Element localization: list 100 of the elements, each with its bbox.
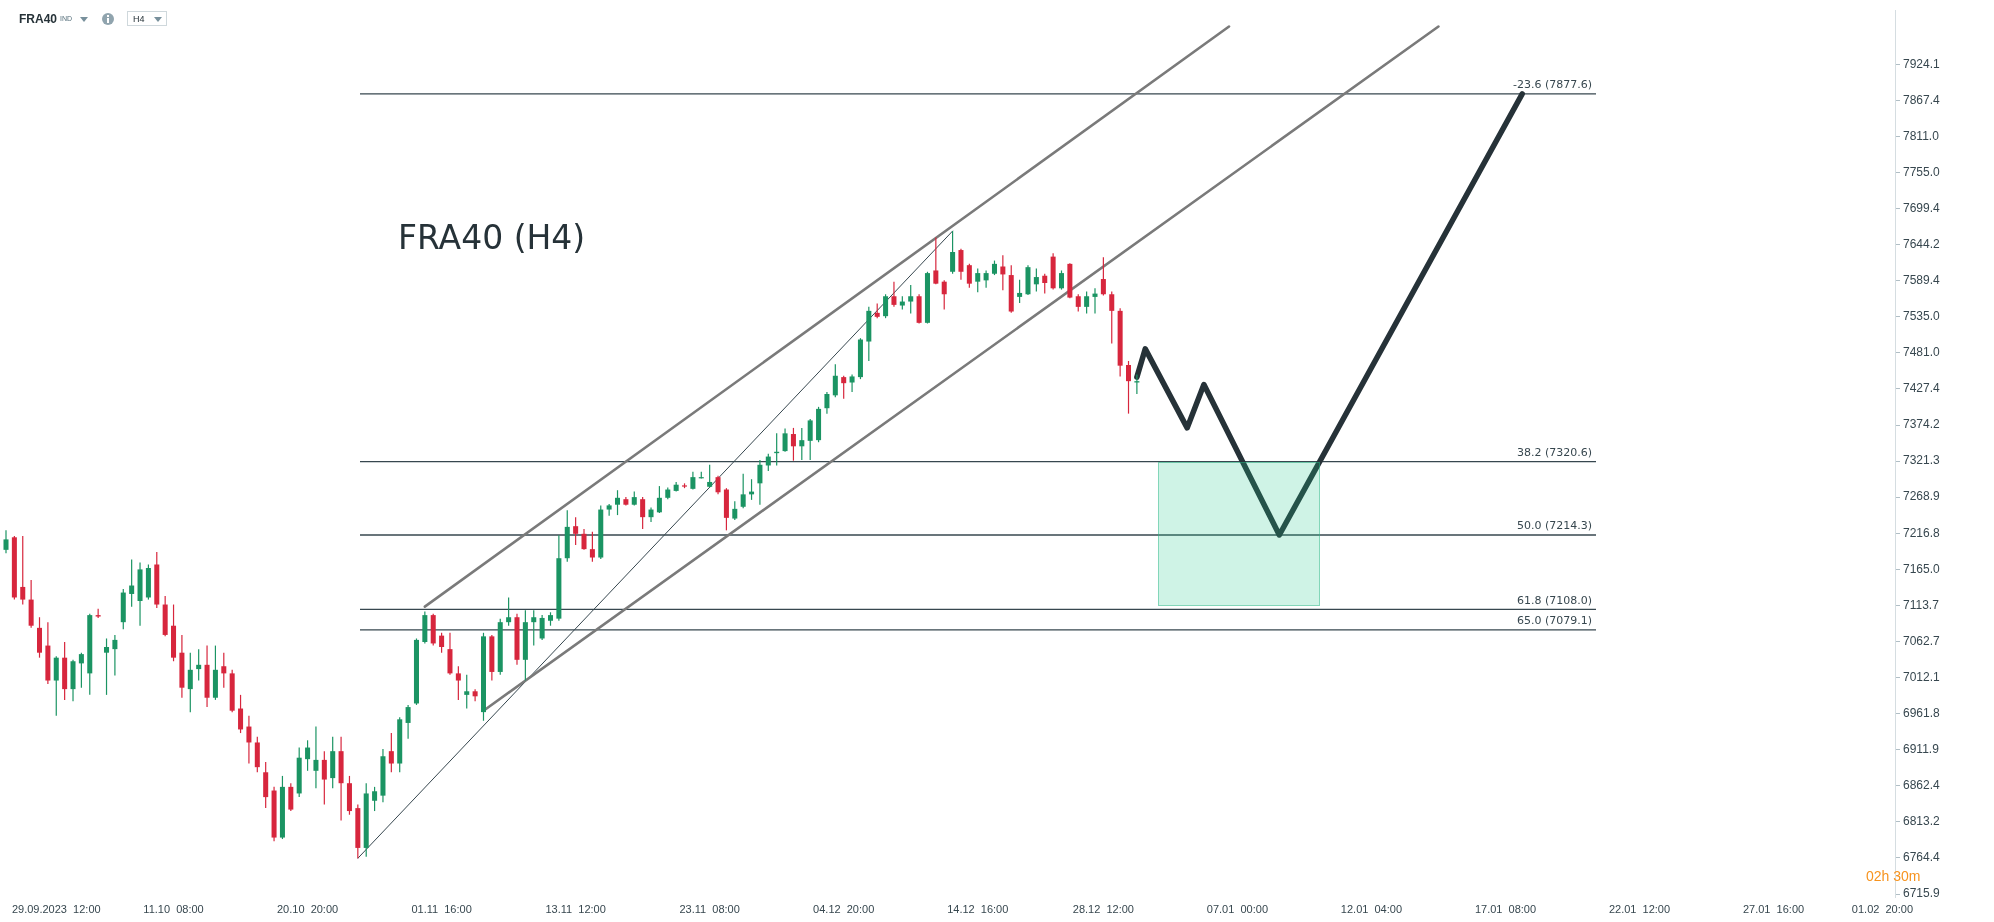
y-tick-label: 7268.9 [1903,489,1941,504]
candlestick [908,284,914,315]
x-tick-label: 28.12 12:00 [1072,902,1134,915]
y-tick-label: 7012.1 [1903,669,1941,684]
candlestick [757,459,763,506]
candlestick [1134,373,1140,395]
x-tick-label: 17.01 08:00 [1474,902,1537,915]
y-tick-label: 6862.4 [1903,778,1941,793]
candlestick [740,473,746,509]
ref-line-label: 65.0 (7079.1) [1516,614,1592,628]
candlestick [288,782,294,812]
x-tick-label: 23.11 08:00 [679,902,740,915]
y-tick-label: 7427.4 [1903,381,1941,396]
candlestick [807,418,813,461]
candlestick [439,632,445,654]
candlestick [640,496,646,530]
candlestick [129,559,135,608]
candlestick [790,427,796,462]
candlestick [238,694,244,734]
x-tick-label: 20.10 20:00 [276,902,339,915]
candlestick [104,637,110,696]
x-tick-label: 27.01 16:00 [1742,902,1805,915]
candlestick [321,750,327,806]
candlestick [966,263,972,289]
candlestick [581,528,587,551]
candlestick [1092,287,1098,315]
candlestick [983,269,989,289]
y-tick-label: 7321.3 [1903,453,1941,468]
candlestick [732,500,738,521]
text: FRA40 (H4) [398,218,586,257]
candlestick [372,786,378,812]
candlestick [841,375,847,400]
y-tick-label: 7924.1 [1903,56,1941,71]
x-tick-label: 14.12 16:00 [947,902,1009,915]
candlestick [782,427,788,453]
y-tick-label: 6961.8 [1903,706,1941,721]
candlestick [891,281,897,308]
x-tick-label: 01.02 20:00 [1851,902,1914,915]
candlestick [606,503,612,517]
candlestick [196,648,202,682]
candlestick [615,489,621,516]
candlestick [53,655,59,717]
x-tick-label: 29.09.2023 12:00 [11,902,101,915]
y-tick-label: 7755.0 [1903,164,1941,179]
candlestick [1033,267,1039,293]
x-tick-label: 07.01 00:00 [1206,902,1268,915]
y-tick-label: 7165.0 [1903,561,1941,576]
candlestick [958,248,964,281]
ref-line-label: -23.6 (7877.6) [1512,78,1592,92]
x-tick-label: 11.10 08:00 [143,902,204,915]
candlestick [1058,269,1065,291]
candlestick [305,739,311,772]
candlestick [20,535,26,606]
candlestick [1084,291,1090,315]
annotation: FRA40 [19,12,58,26]
x-tick-label: 22.01 12:00 [1608,902,1671,915]
candlestick [388,732,394,773]
candlestick [539,614,545,641]
candlestick [95,608,101,619]
candlestick [1109,291,1115,345]
y-tick-label: 7644.2 [1903,236,1941,251]
x-tick-label: 04.12 20:00 [813,902,875,915]
y-tick-label: 7216.8 [1903,525,1941,540]
candlestick [506,596,512,627]
y-tick-label: 7062.7 [1903,633,1941,648]
y-tick-label: 7811.0 [1903,128,1940,143]
candlestick [112,634,118,677]
candlestick [824,391,830,415]
y-tick-label: 7113.7 [1903,597,1940,612]
candlestick [464,674,470,710]
y-tick-label: 7481.0 [1903,345,1941,360]
annotation: 02h 30m [1866,868,1921,884]
candlestick [1100,256,1106,297]
y-tick-label: 6911.9 [1903,742,1940,757]
candlestick [405,704,411,740]
y-tick-label: 7699.4 [1903,200,1941,215]
candlestick [3,529,9,554]
candlestick [1042,273,1048,295]
y-tick-label: 7589.4 [1903,273,1941,288]
candlestick [246,715,252,765]
y-tick-label: 6715.9 [1903,886,1941,901]
ref-line-label: 61.8 (7108.0) [1516,593,1592,607]
candlestick [455,665,461,701]
candlestick [78,652,84,689]
candlestick [313,725,319,789]
candlestick [950,230,956,275]
x-tick-label: 01.11 16:00 [411,902,472,915]
candlestick [1000,254,1006,291]
candlestick [849,373,855,393]
y-tick-label: 6764.4 [1903,850,1941,865]
candlestick [472,688,478,702]
candlestick [883,293,889,319]
x-tick-label: 13.11 12:00 [545,902,606,915]
candlestick [933,236,939,285]
candlestick [656,485,662,514]
candlestick [1017,279,1023,304]
y-tick-label: 7374.2 [1903,417,1941,432]
candlestick [221,652,227,689]
candlestick [832,363,838,398]
annotation: H4 [133,14,145,24]
